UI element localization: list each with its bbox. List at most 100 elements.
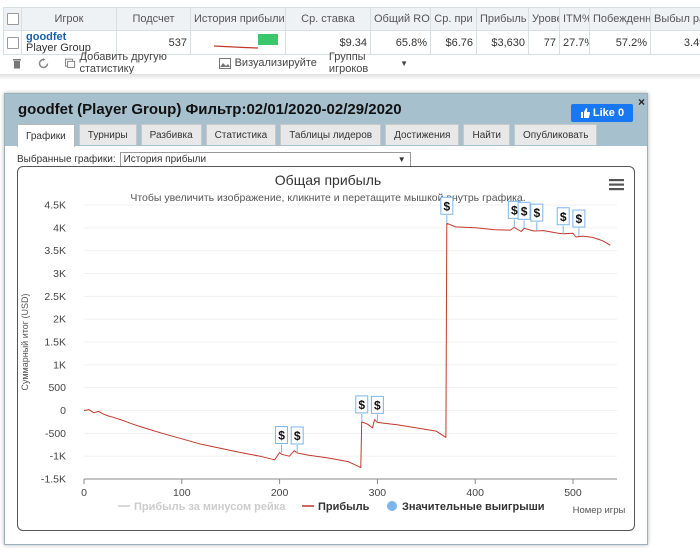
image-icon (218, 57, 231, 69)
col-avg-stake[interactable]: Ср. ставка (285, 7, 371, 31)
chart-selector-row: Выбранные графики: История прибыли ▼ (17, 152, 411, 167)
chart-series (83, 222, 611, 469)
big-win-marker[interactable]: $ (275, 426, 289, 453)
close-icon[interactable]: × (637, 95, 645, 109)
refresh-icon[interactable] (38, 57, 53, 69)
add-stat-icon (65, 58, 76, 68)
row-checkbox[interactable] (7, 36, 19, 49)
chart-menu-icon[interactable] (609, 179, 624, 191)
chart-container[interactable]: Общая прибыль Чтобы увеличить изображени… (17, 166, 635, 531)
big-win-marker[interactable]: $ (572, 209, 586, 237)
dialog-header: goodfet (Player Group) Фильтр:02/01/2020… (5, 94, 647, 147)
player-cell[interactable]: goodfet Player Group (21, 30, 117, 55)
y-tick-label: 2.5K (44, 291, 66, 303)
y-tick-label: 2K (53, 314, 66, 326)
select-all-checkbox[interactable] (7, 13, 19, 26)
player-groups-dropdown[interactable]: Группы игроков ▼ (329, 51, 408, 75)
col-itm[interactable]: ITM% (559, 7, 590, 31)
big-win-symbol: $ (521, 204, 528, 218)
big-win-flag (572, 209, 586, 228)
chart-selector-value: История прибыли (123, 154, 207, 165)
avg-profit-cell: $6.76 (430, 30, 477, 55)
col-won[interactable]: Побежденн (589, 7, 651, 31)
big-win-flag (355, 395, 369, 414)
legend-item-rake[interactable]: Прибыль за минусом рейка (118, 501, 286, 513)
y-tick-label: 4K (53, 222, 66, 234)
profit-sparkline (213, 34, 278, 49)
tab-charts[interactable]: Графики (17, 124, 75, 147)
player-group-label: Player Group (26, 41, 91, 54)
tab-achievements[interactable]: Достижения (385, 124, 460, 145)
big-win-flag (517, 201, 531, 220)
col-total-roi[interactable]: Общий RO (370, 7, 431, 31)
chart-legend[interactable]: Прибыль за минусом рейка Прибыль Значите… (118, 501, 545, 513)
sparkline-negative-line (213, 45, 259, 49)
thumbs-up-icon (580, 108, 590, 118)
add-stat-button[interactable]: Добавить другую статистику (65, 51, 207, 75)
player-name-link[interactable]: goodfet (26, 30, 67, 43)
y-axis: -1.5K -1K -500 0 500 1K 1.5K 2K 2.5K 3K 3.5K 4K 4.5K (41, 200, 66, 486)
y-tick-label: 0 (60, 405, 66, 417)
tab-publish[interactable]: Опубликовать (514, 124, 598, 145)
big-win-marker[interactable]: $ (556, 207, 570, 234)
big-win-flag (440, 196, 454, 215)
col-count[interactable]: Подсчет (116, 7, 191, 31)
legend-item-big-wins[interactable]: Значительные выигрыши (387, 501, 545, 513)
big-win-symbol: $ (533, 206, 540, 220)
tab-find[interactable]: Найти (463, 124, 511, 145)
big-win-marker[interactable]: $ (290, 426, 304, 453)
y-tick-label: 1.5K (44, 337, 66, 349)
big-win-symbol: $ (294, 429, 301, 443)
player-groups-label: Группы игроков (328, 51, 369, 75)
chart-title: Общая прибыль (275, 172, 381, 188)
tab-breakdown[interactable]: Разбивка (140, 124, 202, 145)
stats-header-row: Игрок Подсчет История прибыли Ср. ставка… (3, 7, 700, 31)
legend-profit-label: Прибыль (318, 501, 370, 513)
big-win-symbol: $ (374, 398, 381, 412)
big-win-marker[interactable]: $ (517, 201, 531, 229)
big-win-symbol: $ (576, 212, 583, 226)
visualize-label: Визуализируйте (234, 57, 317, 69)
tab-tournaments[interactable]: Турниры (78, 124, 137, 145)
y-tick-label: 1K (53, 359, 66, 371)
col-profit[interactable]: Прибыль (476, 7, 529, 31)
row-select-cell[interactable] (3, 30, 22, 55)
itm-cell: 27.7% (559, 30, 590, 55)
col-early-out[interactable]: Выбыл ран (650, 7, 700, 31)
x-axis-label: Номер игры (573, 505, 626, 516)
tab-statistics[interactable]: Статистика (205, 124, 277, 145)
col-profit-history[interactable]: История прибыли (190, 7, 286, 31)
total-roi-cell: 65.8% (370, 30, 431, 55)
profit-cell: $3,630 (476, 30, 529, 55)
big-win-marker[interactable]: $ (370, 395, 384, 423)
x-tick-label: 400 (466, 487, 484, 499)
big-win-markers[interactable]: $ $$ $$ $ $ $ $ $ (275, 196, 586, 453)
big-win-flag (370, 395, 384, 414)
col-avg-profit[interactable]: Ср. при (430, 7, 477, 31)
big-win-marker[interactable]: $ (440, 196, 454, 224)
chart-subtitle: Чтобы увеличить изображение, кликните и … (130, 192, 525, 204)
big-win-flag (530, 203, 544, 222)
profit-series-line (83, 222, 611, 469)
avg-stake-cell: $9.34 (285, 30, 371, 55)
chart-selector-dropdown[interactable]: История прибыли ▼ (119, 152, 411, 167)
col-player[interactable]: Игрок (21, 7, 117, 31)
legend-rake-label: Прибыль за минусом рейка (134, 501, 286, 513)
big-win-marker[interactable]: $ (507, 200, 521, 228)
select-all-header[interactable] (3, 7, 22, 31)
y-tick-label: 3.5K (44, 245, 66, 257)
facebook-like-button[interactable]: Like 0 (571, 104, 633, 122)
col-level[interactable]: Урове (528, 7, 560, 31)
x-tick-label: 300 (369, 487, 387, 499)
profit-chart[interactable]: Общая прибыль Чтобы увеличить изображени… (18, 167, 634, 530)
y-tick-label: -1K (50, 451, 66, 463)
y-tick-label: -500 (45, 428, 66, 440)
dialog-tabs: Графики Турниры Разбивка Статистика Табл… (17, 124, 601, 147)
legend-item-profit[interactable]: Прибыль (302, 501, 370, 513)
big-win-marker[interactable]: $ (355, 395, 369, 422)
big-win-symbol: $ (511, 203, 518, 217)
big-win-marker[interactable]: $ (530, 203, 544, 231)
trash-icon[interactable] (12, 58, 26, 69)
tab-leaderboards[interactable]: Таблицы лидеров (280, 124, 382, 145)
visualize-button[interactable]: Визуализируйте (218, 57, 317, 69)
